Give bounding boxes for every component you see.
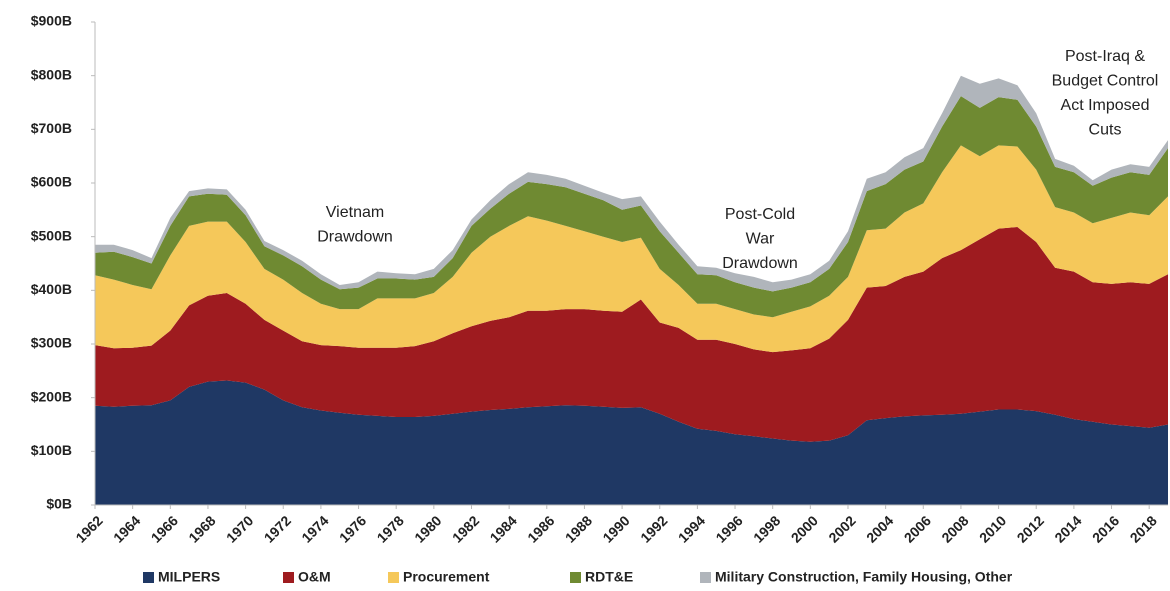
x-tick-label: 1992: [637, 512, 670, 545]
annotation: Drawdown: [722, 255, 798, 272]
x-tick-label: 2012: [1014, 512, 1047, 545]
y-tick-label: $700B: [31, 120, 72, 136]
annotation: Budget Control: [1052, 73, 1159, 90]
x-tick-label: 1976: [336, 512, 369, 545]
x-tick-label: 2014: [1051, 512, 1084, 545]
x-tick-label: 1998: [750, 512, 783, 545]
legend-label: MILPERS: [158, 569, 220, 585]
x-tick-label: 1990: [599, 512, 632, 545]
x-tick-label: 2002: [825, 512, 858, 545]
legend-label: O&M: [298, 569, 331, 585]
x-tick-label: 1972: [261, 512, 294, 545]
annotation: Post-Iraq &: [1065, 48, 1145, 65]
x-tick-label: 1978: [374, 512, 407, 545]
y-tick-label: $300B: [31, 335, 72, 351]
x-tick-label: 2004: [863, 512, 896, 545]
x-tick-label: 1966: [148, 512, 181, 545]
x-tick-label: 1968: [185, 512, 218, 545]
legend-swatch: [570, 572, 581, 583]
x-tick-label: 1982: [449, 512, 482, 545]
x-tick-label: 2010: [976, 512, 1009, 545]
annotation: War: [746, 231, 775, 248]
y-tick-label: $800B: [31, 66, 72, 82]
x-tick-label: 1974: [298, 512, 331, 545]
annotation: Drawdown: [317, 229, 393, 246]
legend-label: Procurement: [403, 569, 490, 585]
x-tick-label: 2006: [901, 512, 934, 545]
x-tick-label: 1970: [223, 512, 256, 545]
annotation: Cuts: [1089, 122, 1122, 139]
legend-swatch: [388, 572, 399, 583]
legend-label: Military Construction, Family Housing, O…: [715, 569, 1013, 585]
x-tick-label: 1964: [110, 512, 143, 545]
x-tick-label: 1980: [411, 512, 444, 545]
annotation: Vietnam: [326, 204, 384, 221]
area: [95, 227, 1168, 442]
y-tick-label: $900B: [31, 13, 72, 29]
y-tick-label: $0B: [46, 496, 72, 512]
x-tick-label: 1988: [562, 512, 595, 545]
legend-swatch: [700, 572, 711, 583]
x-tick-label: 2016: [1089, 512, 1122, 545]
x-tick-label: 1984: [487, 512, 520, 545]
annotation: Act Imposed: [1061, 97, 1150, 114]
x-tick-label: 1994: [675, 512, 708, 545]
y-tick-label: $500B: [31, 227, 72, 243]
legend-swatch: [143, 572, 154, 583]
y-tick-label: $100B: [31, 442, 72, 458]
area: [95, 380, 1168, 505]
x-tick-label: 1986: [524, 512, 557, 545]
annotation: Post-Cold: [725, 206, 795, 223]
x-tick-label: 1996: [712, 512, 745, 545]
x-tick-label: 1962: [72, 512, 105, 545]
y-tick-label: $400B: [31, 281, 72, 297]
x-tick-label: 2000: [788, 512, 821, 545]
y-tick-label: $200B: [31, 388, 72, 404]
area: [95, 145, 1168, 353]
x-tick-label: 2018: [1127, 512, 1160, 545]
x-tick-label: 2008: [938, 512, 971, 545]
legend-swatch: [283, 572, 294, 583]
legend-label: RDT&E: [585, 569, 633, 585]
y-tick-label: $600B: [31, 174, 72, 190]
